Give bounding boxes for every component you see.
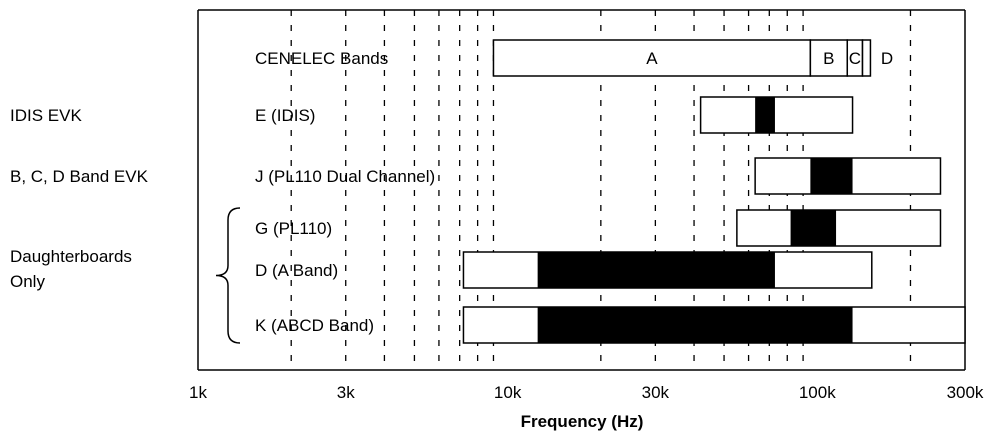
axis xyxy=(197,9,966,371)
x-tick-label: 100k xyxy=(799,383,836,402)
filled-bar xyxy=(537,252,775,288)
cenelec-band-label: A xyxy=(646,49,658,68)
x-tick-label: 10k xyxy=(494,383,522,402)
filled-bar xyxy=(790,210,837,246)
range-bar xyxy=(736,209,942,247)
group-label: B, C, D Band EVK xyxy=(10,167,149,186)
cenelec-band-box xyxy=(861,39,872,77)
cenelec-band-label: D xyxy=(881,49,893,68)
row-label: J (PL110 Dual Channel) xyxy=(255,167,435,186)
cenelec-band-label: C xyxy=(849,49,861,68)
row-label: D (A Band) xyxy=(255,261,338,280)
brace-icon xyxy=(215,207,241,344)
filled-bar xyxy=(755,97,775,133)
row-label: G (PL110) xyxy=(255,219,332,238)
filled-bar xyxy=(537,307,853,343)
filled-bar xyxy=(810,158,853,194)
row-label: K (ABCD Band) xyxy=(255,316,374,335)
x-tick-label: 3k xyxy=(337,383,355,402)
cenelec-band-label: B xyxy=(823,49,834,68)
range-bar xyxy=(699,96,854,134)
x-tick-label: 30k xyxy=(642,383,670,402)
labels: 1k 3k 10k 30k 100k 300k CENELEC Bands A B C D E (ID… xyxy=(10,49,984,402)
group-label: IDIS EVK xyxy=(10,106,82,125)
cenelec-label: CENELEC Bands xyxy=(255,49,388,68)
brace-group-label: Only xyxy=(10,272,45,291)
bars xyxy=(462,39,966,344)
x-axis-title: Frequency (Hz) xyxy=(521,412,644,431)
x-tick-label: 300k xyxy=(947,383,984,402)
x-tick-label: 1k xyxy=(189,383,207,402)
row-label: E (IDIS) xyxy=(255,106,315,125)
brace-group-label: Daughterboards xyxy=(10,247,132,266)
